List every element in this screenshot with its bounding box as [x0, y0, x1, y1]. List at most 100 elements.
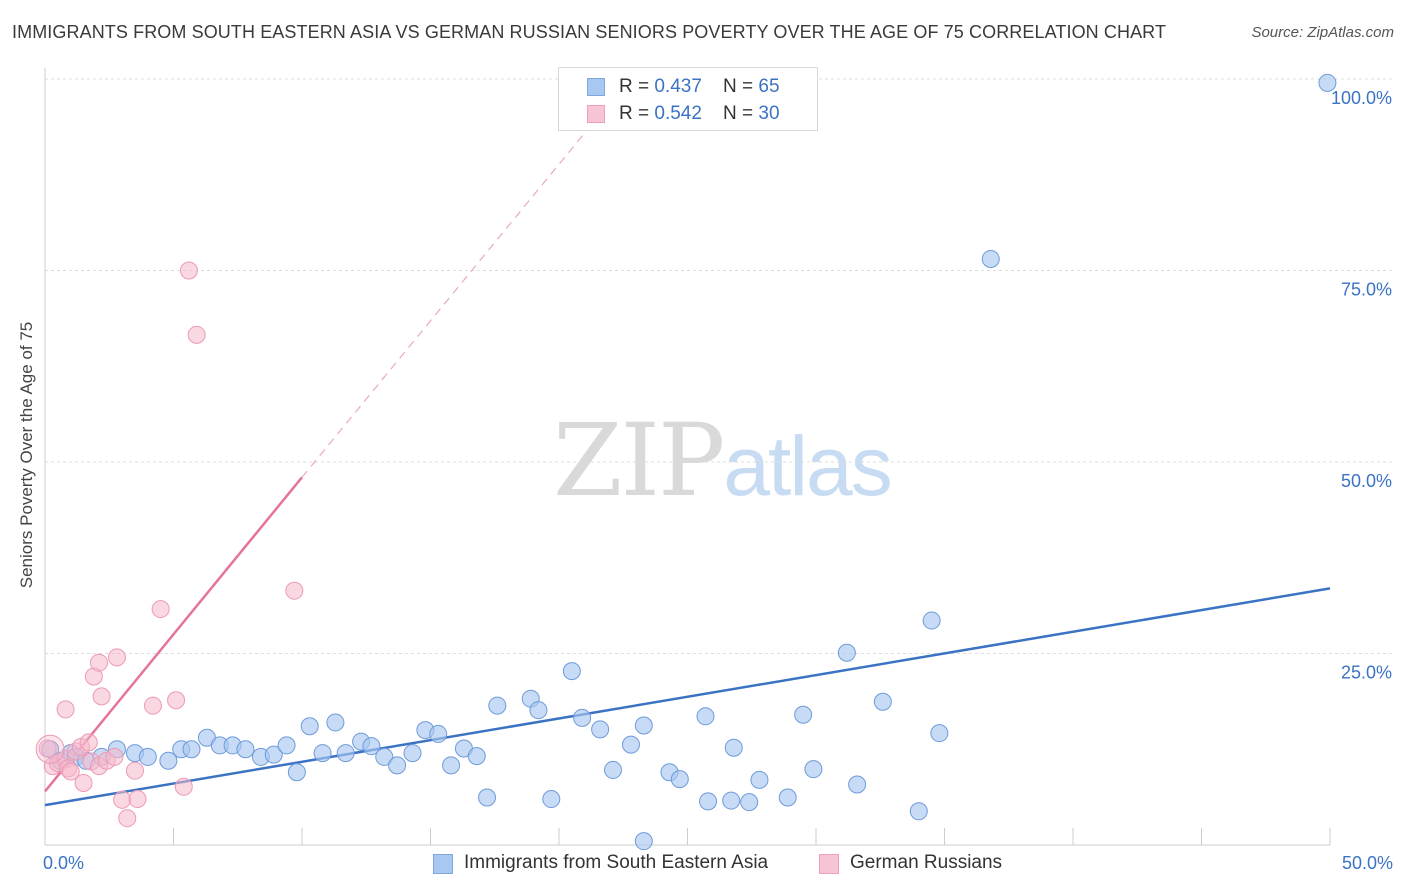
- correlation-legend: R = 0.437 N = 65 R = 0.542 N = 30: [558, 67, 818, 131]
- point-immigrants: [591, 720, 610, 739]
- trend-extension-german-russians: [301, 116, 599, 478]
- legend-r-label: R =: [619, 76, 655, 97]
- point-german-russians: [92, 687, 111, 706]
- point-german-russians: [118, 809, 137, 828]
- y-tick-label: 100.0%: [1331, 88, 1392, 108]
- legend-swatch-pink: [587, 105, 605, 123]
- point-immigrants: [603, 760, 622, 779]
- legend-r-value: 0.437: [654, 76, 702, 97]
- point-german-russians: [167, 691, 186, 710]
- point-immigrants: [922, 611, 941, 630]
- point-german-russians: [38, 739, 57, 758]
- data-points: [35, 73, 1337, 851]
- point-german-russians: [128, 790, 147, 809]
- legend-n-value: 30: [758, 103, 780, 124]
- legend-label-german-russians: German Russians: [850, 852, 1003, 873]
- chart-source: Source: ZipAtlas.com: [1251, 24, 1394, 41]
- point-immigrants: [442, 756, 461, 775]
- point-immigrants: [804, 760, 823, 779]
- watermark-atlas: atlas: [723, 419, 892, 513]
- point-immigrants: [488, 696, 507, 715]
- point-german-russians: [74, 773, 93, 792]
- point-immigrants: [930, 724, 949, 743]
- point-immigrants: [287, 763, 306, 782]
- watermark-zip: ZIP: [553, 402, 725, 519]
- point-immigrants: [634, 716, 653, 735]
- point-immigrants: [313, 744, 332, 763]
- point-immigrants: [794, 705, 813, 724]
- chart-title: IMMIGRANTS FROM SOUTH EASTERN ASIA VS GE…: [12, 22, 1167, 42]
- y-tick-label: 75.0%: [1341, 280, 1392, 300]
- point-immigrants: [529, 701, 548, 720]
- point-immigrants: [909, 802, 928, 821]
- point-immigrants: [724, 738, 743, 757]
- point-immigrants: [696, 707, 715, 726]
- y-tick-label: 25.0%: [1341, 663, 1392, 683]
- point-german-russians: [113, 790, 132, 809]
- point-immigrants: [264, 745, 283, 764]
- gridlines: [45, 78, 1392, 654]
- point-immigrants: [778, 788, 797, 807]
- point-german-russians: [179, 261, 198, 280]
- legend-swatch-pink: [819, 854, 839, 874]
- point-immigrants: [375, 747, 394, 766]
- point-immigrants: [300, 717, 319, 736]
- series-legend: Immigrants from South Eastern Asia Germa…: [0, 852, 1406, 878]
- point-immigrants: [837, 643, 856, 662]
- point-german-russians: [125, 761, 144, 780]
- legend-label-immigrants: Immigrants from South Eastern Asia: [464, 852, 769, 873]
- point-cluster: [35, 734, 65, 764]
- point-immigrants: [981, 250, 1000, 269]
- point-immigrants: [873, 692, 892, 711]
- point-immigrants: [159, 751, 178, 770]
- legend-swatch-blue: [433, 854, 453, 874]
- point-immigrants: [722, 791, 741, 810]
- point-german-russians: [79, 733, 98, 752]
- point-german-russians: [151, 600, 170, 619]
- point-immigrants: [138, 747, 157, 766]
- point-immigrants: [750, 770, 769, 789]
- legend-swatch-blue: [587, 78, 605, 96]
- point-immigrants: [848, 775, 867, 794]
- point-german-russians: [285, 581, 304, 600]
- point-german-russians: [107, 648, 126, 667]
- x-tick-label: 50.0%: [1342, 853, 1393, 873]
- point-immigrants: [478, 788, 497, 807]
- point-immigrants: [336, 744, 355, 763]
- point-german-russians: [143, 696, 162, 715]
- point-immigrants: [236, 740, 255, 759]
- point-immigrants: [573, 708, 592, 727]
- point-immigrants: [740, 793, 759, 812]
- legend-n-label: N =: [723, 103, 759, 124]
- point-immigrants: [182, 740, 201, 759]
- point-immigrants: [670, 770, 689, 789]
- tick-labels: 25.0% 50.0% 75.0% 100.0% 0.0% 50.0%: [43, 88, 1393, 873]
- watermark: ZIPatlas: [553, 402, 893, 519]
- point-german-russians: [61, 762, 80, 781]
- trend-lines: [44, 116, 1331, 807]
- point-immigrants: [326, 713, 345, 732]
- trend-line-immigrants: [44, 587, 1331, 807]
- point-immigrants: [542, 790, 561, 809]
- point-immigrants: [1318, 73, 1337, 92]
- point-german-russians: [105, 747, 124, 766]
- legend-r-label: R =: [619, 103, 655, 124]
- point-german-russians: [187, 325, 206, 344]
- point-german-russians: [89, 653, 108, 672]
- point-german-russians: [56, 700, 75, 719]
- y-tick-label: 50.0%: [1341, 471, 1392, 491]
- point-immigrants: [467, 747, 486, 766]
- point-immigrants: [403, 744, 422, 763]
- x-tick-label: 0.0%: [43, 853, 84, 873]
- point-german-russians: [174, 777, 193, 796]
- point-immigrants: [362, 737, 381, 756]
- point-immigrants: [388, 756, 407, 775]
- point-immigrants: [634, 832, 653, 851]
- legend-r-value: 0.542: [654, 103, 702, 124]
- point-immigrants: [621, 735, 640, 754]
- point-immigrants: [429, 724, 448, 743]
- point-immigrants: [699, 792, 718, 811]
- point-immigrants: [277, 736, 296, 755]
- legend-n-value: 65: [758, 76, 780, 97]
